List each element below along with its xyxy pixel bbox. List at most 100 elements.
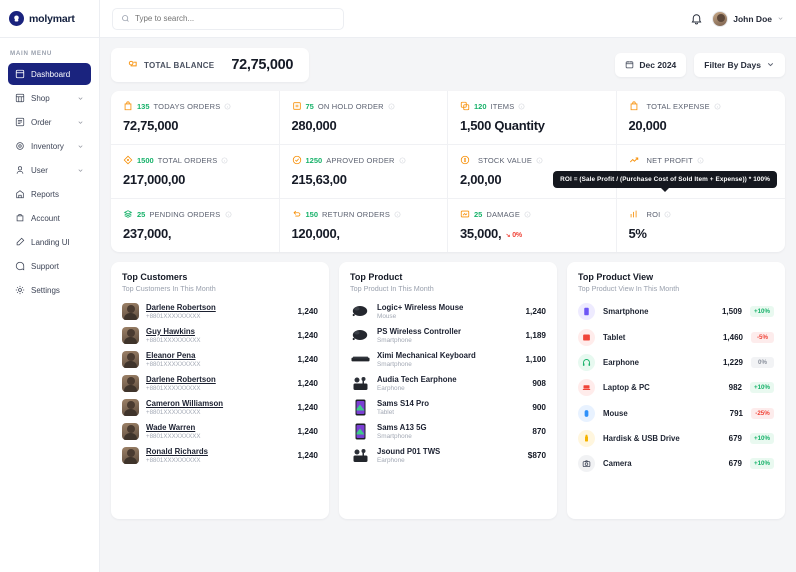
customer-name[interactable]: Darlene Robertson [146, 302, 216, 312]
stat-value-text: 35,000, [460, 226, 502, 241]
usb-icon [578, 430, 595, 448]
list-item[interactable]: Hardisk & USB Drive 679 +10% [578, 426, 774, 451]
info-icon[interactable] [394, 211, 401, 218]
list-item[interactable]: Camera 679 +10% [578, 451, 774, 476]
product-name: Jsound P01 TWS [377, 446, 441, 456]
search-input[interactable] [135, 14, 335, 23]
list-item[interactable]: Mouse 791 -25% [578, 401, 774, 426]
stat-value: 217,000,00 [123, 172, 267, 187]
category-name: Laptop & PC [603, 383, 650, 393]
info-icon[interactable] [664, 211, 671, 218]
list-item[interactable]: Darlene Robertson +8801XXXXXXXXX 1,240 [122, 299, 318, 323]
stat-card-roi[interactable]: ROI 5% [617, 199, 786, 252]
list-item[interactable]: Laptop & PC 982 +10% [578, 375, 774, 400]
info-icon[interactable] [536, 157, 543, 164]
list-item[interactable]: Ximi Mechanical Keyboard Smartphone 1,10… [350, 347, 546, 371]
sidebar-item-label: User [31, 165, 48, 175]
date-picker[interactable]: Dec 2024 [615, 53, 687, 77]
sidebar-item-shop[interactable]: Shop [8, 87, 91, 109]
info-icon[interactable] [714, 103, 721, 110]
sidebar-item-order[interactable]: Order [8, 111, 91, 133]
sidebar-item-dashboard[interactable]: Dashboard [8, 63, 91, 85]
sidebar-item-inventory[interactable]: Inventory [8, 135, 91, 157]
sidebar-item-account[interactable]: Account [8, 207, 91, 229]
list-item[interactable]: Ronald Richards +8801XXXXXXXXX 1,240 [122, 443, 318, 467]
view-count: 1,509 [721, 307, 742, 317]
list-item[interactable]: Eleanor Pena +8801XXXXXXXXX 1,240 [122, 347, 318, 371]
stat-card-pending-orders[interactable]: 25 PENDING ORDERS 237,000, [111, 199, 280, 252]
product-info: Ximi Mechanical Keyboard Smartphone [377, 351, 519, 368]
list-item[interactable]: Sams A13 5G Smartphone 870 [350, 419, 546, 443]
stat-card-total-orders[interactable]: 1500 TOTAL ORDERS 217,000,00 [111, 145, 280, 199]
product-name: Sams A13 5G [377, 422, 427, 432]
list-item[interactable]: Audia Tech Earphone Earphone 908 [350, 371, 546, 395]
list-item[interactable]: Smartphone 1,509 +10% [578, 299, 774, 324]
list-item[interactable]: Guy Hawkins +8801XXXXXXXXX 1,240 [122, 323, 318, 347]
laptop-icon [578, 379, 595, 397]
stat-value: 72,75,000 [123, 118, 267, 133]
list-item[interactable]: Jsound P01 TWS Earphone $870 [350, 443, 546, 467]
stat-card-on-hold-order[interactable]: 75 ON HOLD ORDER 280,000 [279, 91, 448, 145]
list-item[interactable]: PS Wireless Controller Smartphone 1,189 [350, 323, 546, 347]
filter-by-days-dropdown[interactable]: Filter By Days [694, 53, 785, 77]
stat-card-return-orders[interactable]: 150 RETURN ORDERS 120,000, [280, 199, 448, 252]
list-item[interactable]: Wade Warren +8801XXXXXXXXX 1,240 [122, 419, 318, 443]
customer-name[interactable]: Cameron Williamson [146, 398, 224, 408]
list-item[interactable]: Sams S14 Pro Tablet 900 [350, 395, 546, 419]
customer-name[interactable]: Guy Hawkins [146, 326, 195, 336]
top-customers-panel: Top Customers Top Customers In This Mont… [111, 262, 329, 519]
sidebar-item-user[interactable]: User [8, 159, 91, 181]
brand-logo[interactable]: molymart [0, 0, 99, 38]
tag-icon [123, 155, 133, 165]
list-item[interactable]: Earphone 1,229 0% [578, 350, 774, 375]
info-icon[interactable] [221, 157, 228, 164]
customer-name[interactable]: Darlene Robertson [146, 374, 216, 384]
product-name: Audia Tech Earphone [377, 374, 457, 384]
stat-card-damage[interactable]: 25 DAMAGE 35,000, 0% [448, 199, 617, 252]
info-icon[interactable] [225, 211, 232, 218]
list-item[interactable]: Cameron Williamson +8801XXXXXXXXX 1,240 [122, 395, 318, 419]
stat-card-aproved-order[interactable]: 1250 APROVED ORDER 215,63,00 [279, 145, 448, 199]
dashboard-content: TOTAL BALANCE 72,75,000 Dec 2024 Filter … [100, 38, 796, 572]
info-icon[interactable] [224, 103, 231, 110]
customer-name[interactable]: Ronald Richards [146, 446, 208, 456]
sidebar-item-label: Dashboard [31, 69, 71, 79]
sidebar-item-settings[interactable]: Settings [8, 279, 91, 301]
user-menu[interactable]: John Doe [712, 10, 784, 27]
info-icon[interactable] [518, 103, 525, 110]
bell-icon[interactable] [690, 12, 703, 25]
customer-info: Darlene Robertson +8801XXXXXXXXX [146, 303, 291, 320]
mouse-product-icon [350, 327, 370, 344]
stat-header: 25 PENDING ORDERS [123, 209, 267, 219]
info-icon[interactable] [399, 157, 406, 164]
sidebar-item-reports[interactable]: Reports [8, 183, 91, 205]
customer-info: Cameron Williamson +8801XXXXXXXXX [146, 399, 291, 416]
list-item[interactable]: Logic+ Wireless Mouse Mouse 1,240 [350, 299, 546, 323]
stat-count: 1250 [305, 155, 323, 165]
sidebar-item-landing-ui[interactable]: Landing UI [8, 231, 91, 253]
customer-name[interactable]: Wade Warren [146, 422, 196, 432]
list-item[interactable]: Tablet 1,460 -5% [578, 324, 774, 349]
product-info: Sams S14 Pro Tablet [377, 399, 525, 416]
stat-card-total-expense[interactable]: TOTAL EXPENSE 20,000 [616, 91, 785, 145]
search-box[interactable] [112, 7, 344, 30]
stat-card-todays-orders[interactable]: 135 TODAYS ORDERS 72,75,000 [111, 91, 280, 145]
info-icon[interactable] [697, 157, 704, 164]
hold-icon [292, 101, 302, 111]
customer-phone: +8801XXXXXXXXX [146, 312, 201, 320]
sidebar-item-support[interactable]: Support [8, 255, 91, 277]
customer-phone: +8801XXXXXXXXX [146, 408, 201, 416]
mouse-icon [578, 404, 595, 422]
info-icon[interactable] [388, 103, 395, 110]
stat-card-items[interactable]: 120 ITEMS 1,500 Quantity [448, 91, 617, 145]
customer-phone: +8801XXXXXXXXX [146, 384, 201, 392]
stat-value-text: 5% [628, 226, 648, 241]
info-icon[interactable] [524, 211, 531, 218]
stat-value-text: 2,00,00 [460, 172, 502, 187]
customer-name[interactable]: Eleanor Pena [146, 350, 196, 360]
list-item[interactable]: Darlene Robertson +8801XXXXXXXXX 1,240 [122, 371, 318, 395]
trend-indicator: 0% [505, 232, 522, 239]
customer-value: 1,240 [297, 330, 319, 340]
product-info: Sams A13 5G Smartphone [377, 423, 525, 440]
top-product-panel: Top Product Top Product In This Month Lo… [339, 262, 557, 519]
